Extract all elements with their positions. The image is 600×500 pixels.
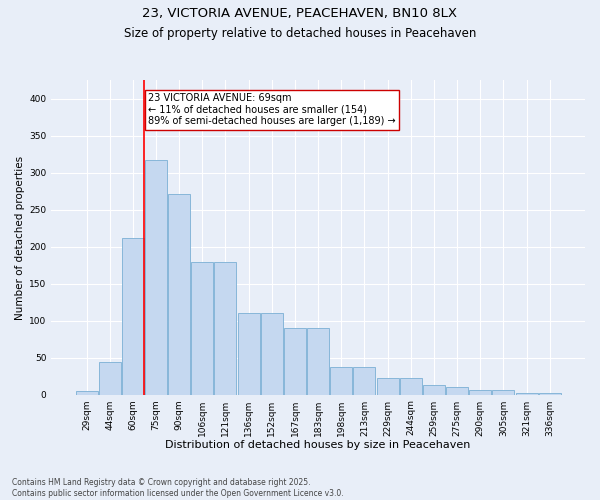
Bar xyxy=(423,385,445,394)
Bar xyxy=(330,366,352,394)
Bar xyxy=(377,378,398,394)
Bar xyxy=(493,390,514,394)
Text: 23 VICTORIA AVENUE: 69sqm
← 11% of detached houses are smaller (154)
89% of semi: 23 VICTORIA AVENUE: 69sqm ← 11% of detac… xyxy=(148,93,395,126)
Text: Size of property relative to detached houses in Peacehaven: Size of property relative to detached ho… xyxy=(124,28,476,40)
Bar xyxy=(469,390,491,394)
Y-axis label: Number of detached properties: Number of detached properties xyxy=(15,156,25,320)
Bar xyxy=(446,387,468,394)
Bar xyxy=(122,238,144,394)
Bar xyxy=(145,160,167,394)
Bar xyxy=(261,314,283,394)
Bar xyxy=(191,262,214,394)
X-axis label: Distribution of detached houses by size in Peacehaven: Distribution of detached houses by size … xyxy=(166,440,471,450)
Bar xyxy=(284,328,306,394)
Bar xyxy=(515,393,538,394)
Bar xyxy=(307,328,329,394)
Bar xyxy=(168,194,190,394)
Text: 23, VICTORIA AVENUE, PEACEHAVEN, BN10 8LX: 23, VICTORIA AVENUE, PEACEHAVEN, BN10 8L… xyxy=(143,8,458,20)
Bar xyxy=(76,391,98,394)
Bar xyxy=(214,262,236,394)
Bar xyxy=(238,314,260,394)
Bar xyxy=(353,366,376,394)
Text: Contains HM Land Registry data © Crown copyright and database right 2025.
Contai: Contains HM Land Registry data © Crown c… xyxy=(12,478,344,498)
Bar xyxy=(98,362,121,394)
Bar xyxy=(400,378,422,394)
Bar xyxy=(539,393,561,394)
